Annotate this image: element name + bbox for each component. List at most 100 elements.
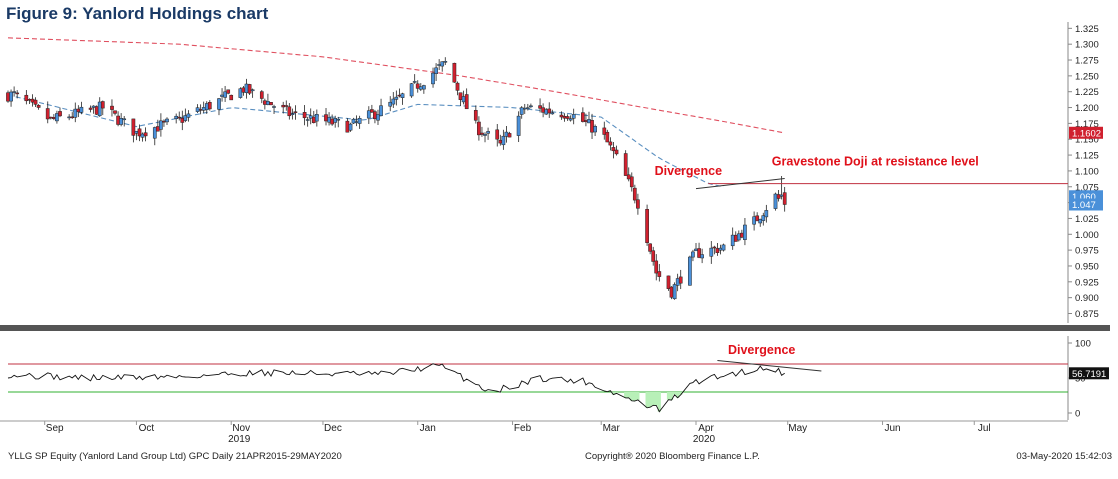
rsi-tick-label: 100 (1075, 339, 1091, 350)
price-panel: 1.325 1.300 1.275 1.250 1.225 1.200 1.175 1.150… (6, 22, 1103, 323)
candle-down (480, 132, 484, 135)
candle-down (293, 111, 298, 113)
month-label: Apr (698, 423, 714, 434)
candle-up (758, 218, 763, 224)
candle-down (645, 209, 649, 243)
candle-up (394, 96, 399, 100)
price-tick-label: 0.900 (1075, 293, 1099, 304)
candle-down (632, 187, 637, 201)
candle-down (302, 112, 307, 119)
candle-down (229, 94, 234, 101)
candle-up (391, 98, 396, 105)
candle-down (614, 149, 619, 155)
month-label: Sep (46, 423, 64, 434)
candle-down (116, 115, 120, 125)
candle-up (501, 135, 506, 146)
candle-down (155, 126, 160, 132)
candle-down (48, 116, 53, 119)
price-divergence-annotation: Divergence (655, 164, 722, 178)
candle-up (223, 91, 227, 98)
candle-up (9, 91, 13, 102)
price-tick-label: 1.025 (1075, 214, 1099, 225)
candle-down (477, 121, 481, 136)
candle-up (305, 119, 310, 121)
candle-down (345, 120, 350, 133)
candle-up (672, 284, 677, 300)
candle-up (250, 89, 255, 92)
last-value-tag (1069, 198, 1103, 211)
candle-up (238, 88, 243, 98)
candle-up (97, 101, 102, 117)
candle-up (354, 121, 359, 123)
candle-up (119, 118, 123, 125)
candle-up (183, 115, 188, 121)
price-tick-label: 1.300 (1075, 40, 1099, 51)
price-tick-label: 1.000 (1075, 230, 1099, 241)
candle-down (541, 107, 545, 113)
candle-up (12, 91, 16, 93)
candle-up (409, 83, 414, 97)
x-axis: Sep Oct Nov Dec Jan Feb Mar Apr May Jun Jul 2019 202… (0, 420, 1068, 445)
candle-up (220, 94, 224, 97)
rsi-panel: 100500Divergence56.7191 (7, 336, 1109, 420)
candle-up (461, 96, 466, 103)
candle-down (177, 116, 182, 119)
last-value-label: 1.1602 (1072, 128, 1101, 139)
candles (6, 57, 787, 300)
candle-up (434, 67, 438, 74)
candle-up (483, 133, 487, 136)
candle-down (565, 116, 570, 119)
candle-down (415, 83, 420, 89)
candle-up (174, 115, 179, 119)
candle-up (357, 118, 362, 124)
candle-up (730, 234, 735, 247)
month-label: Nov (232, 423, 250, 434)
candle-down (269, 102, 273, 106)
candle-up (73, 108, 78, 118)
candle-up (348, 123, 353, 131)
candle-up (351, 118, 356, 124)
panel-separator[interactable] (0, 325, 1110, 331)
candle-down (162, 120, 166, 123)
candle-up (743, 224, 747, 240)
footer-ticker: YLLG SP Equity (Yanlord Land Group Ltd) … (8, 451, 342, 462)
candle-up (327, 117, 331, 123)
candle-down (137, 128, 142, 137)
candle-up (443, 61, 448, 63)
price-tick-label: 1.225 (1075, 87, 1099, 98)
candle-down (311, 116, 316, 123)
candle-down (669, 286, 674, 298)
candle-down (581, 112, 585, 122)
candle-down (27, 99, 32, 101)
candle-up (91, 105, 96, 108)
candle-down (110, 105, 114, 110)
candle-down (6, 92, 10, 102)
candle-up (516, 115, 521, 136)
candle-down (458, 92, 463, 100)
candle-up (272, 106, 276, 108)
candle-down (740, 232, 744, 238)
candle-down (287, 106, 292, 117)
candle-down (473, 110, 478, 121)
month-label: Jun (884, 423, 900, 434)
candle-up (519, 107, 524, 115)
price-divergence-line (695, 178, 785, 190)
candle-up (336, 118, 341, 121)
candle-up (440, 61, 445, 67)
candle-up (412, 81, 417, 83)
candle-up (486, 131, 490, 134)
candle-up (366, 110, 371, 119)
candle-down (452, 62, 457, 83)
candle-up (418, 86, 423, 90)
candle-down (76, 108, 81, 113)
footer-timestamp: 03-May-2020 15:42:03 (1016, 451, 1112, 462)
candle-down (52, 117, 56, 119)
month-label: Mar (603, 423, 621, 434)
candle-up (694, 248, 698, 252)
candle-down (538, 105, 542, 109)
candle-down (611, 147, 616, 152)
candle-up (333, 118, 338, 123)
candle-down (324, 114, 328, 122)
candle-up (217, 98, 221, 110)
price-tick-label: 1.250 (1075, 71, 1099, 82)
